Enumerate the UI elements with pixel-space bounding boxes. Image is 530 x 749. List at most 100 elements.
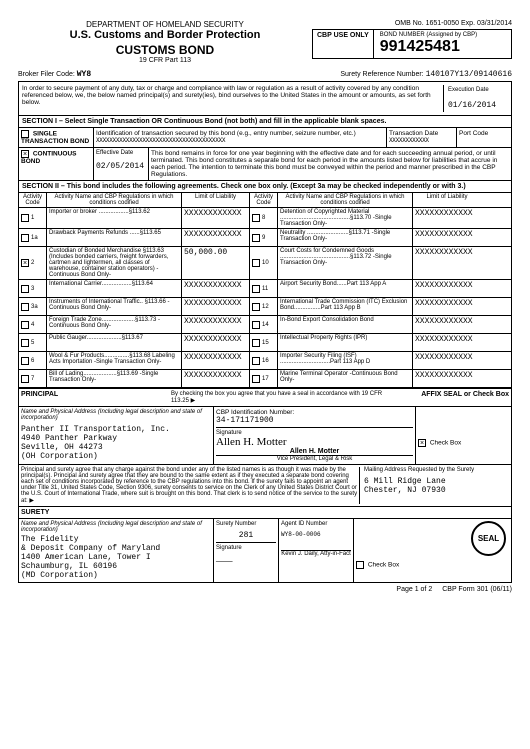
eff-date-label: Effective Date bbox=[96, 150, 146, 156]
checkbox-label: Check Box bbox=[430, 440, 461, 447]
exec-date-value: 01/16/2014 bbox=[448, 101, 504, 110]
activity-name: Foreign Trade Zone....................§1… bbox=[47, 316, 182, 333]
surety-number-label: Surety Number bbox=[216, 521, 276, 527]
activity-checkbox[interactable] bbox=[252, 285, 260, 293]
surety-name2: & Deposit Company of Maryland bbox=[21, 544, 211, 553]
principal-addr3: (OH Corporation) bbox=[21, 452, 211, 461]
activity-checkbox[interactable] bbox=[21, 357, 29, 365]
activity-name: Wool & Fur Products...............§113.6… bbox=[47, 352, 182, 369]
activity-checkbox[interactable] bbox=[252, 321, 260, 329]
surety-addr1: 1400 American Lane, Tower I bbox=[21, 553, 211, 562]
exec-date-label: Execution Date bbox=[448, 87, 504, 93]
form-number: CBP Form 301 (06/11) bbox=[442, 586, 512, 593]
principal-addr1: 4940 Panther Parkway bbox=[21, 434, 211, 443]
surety-ref-label: Surety Reference Number: bbox=[340, 71, 423, 78]
activity-checkbox[interactable] bbox=[252, 214, 260, 222]
activity-checkbox[interactable] bbox=[21, 321, 29, 329]
activity-row: 4Foreign Trade Zone....................§… bbox=[19, 316, 511, 334]
continuous-bond-label: CONTINUOUS BOND bbox=[21, 151, 77, 165]
activity-name: International Trade Commission (ITC) Exc… bbox=[278, 298, 413, 315]
activity-name: Intellectual Property Rights (IPR) bbox=[278, 334, 413, 351]
activity-limit: 50,000.00 bbox=[182, 247, 250, 279]
activity-checkbox[interactable]: × bbox=[21, 259, 29, 267]
bond-number-value: 991425481 bbox=[380, 38, 477, 56]
bond-number-box: CBP USE ONLY BOND NUMBER (Assigned by CB… bbox=[312, 29, 512, 59]
section2-header: SECTION II – This bond includes the foll… bbox=[18, 181, 512, 193]
agency-name: U.S. Customs and Border Protection bbox=[18, 29, 312, 41]
principal-label: PRINCIPAL bbox=[21, 391, 171, 404]
activity-checkbox[interactable] bbox=[252, 303, 260, 311]
activity-limit: XXXXXXXXXXXX bbox=[413, 280, 481, 297]
activity-name: International Carrier..................§… bbox=[47, 280, 182, 297]
col-limit: Limit of Liability bbox=[413, 193, 481, 207]
activity-checkbox[interactable] bbox=[252, 234, 260, 242]
continuous-bond-desc: This bond remains in force for one year … bbox=[149, 148, 511, 180]
activity-limit: XXXXXXXXXXXX bbox=[182, 298, 250, 315]
single-bond-checkbox[interactable] bbox=[21, 130, 29, 138]
activity-checkbox[interactable] bbox=[21, 285, 29, 293]
activity-checkbox[interactable] bbox=[252, 339, 260, 347]
principal-seal-checkbox[interactable]: × bbox=[418, 439, 426, 447]
activity-row: 6Wool & Fur Products...............§113.… bbox=[19, 352, 511, 370]
activity-limit: XXXXXXXXXXXX bbox=[182, 208, 250, 228]
continuous-bond-checkbox[interactable]: × bbox=[21, 150, 29, 158]
activity-limit: XXXXXXXXXXXX bbox=[413, 370, 481, 387]
activity-checkbox[interactable] bbox=[21, 303, 29, 311]
eff-date-value: 02/05/2014 bbox=[96, 162, 146, 171]
activity-name: Marine Terminal Operator -Continuous Bon… bbox=[278, 370, 413, 387]
activity-checkbox[interactable] bbox=[21, 234, 29, 242]
surety-ref-number: 140107Y13/09140616 bbox=[426, 70, 512, 79]
form-title: CUSTOMS BOND bbox=[18, 43, 312, 57]
surety-seal-checkbox[interactable] bbox=[356, 561, 364, 569]
surety-addr2: Schaumburg, IL 60196 bbox=[21, 562, 211, 571]
section1-header: SECTION I – Select Single Transaction OR… bbox=[18, 116, 512, 128]
footer: Page 1 of 2 CBP Form 301 (06/11) bbox=[18, 586, 512, 593]
dept-name: DEPARTMENT OF HOMELAND SECURITY bbox=[18, 20, 312, 29]
principal-name-label: Name and Physical Address (Including leg… bbox=[21, 409, 211, 421]
activity-name: Bill of Lading....................§113.6… bbox=[47, 370, 182, 387]
activity-checkbox[interactable] bbox=[21, 214, 29, 222]
port-code-label: Port Code bbox=[459, 130, 509, 137]
activity-limit: XXXXXXXXXXXX bbox=[413, 316, 481, 333]
surety-body: Name and Physical Address (Including leg… bbox=[18, 519, 512, 583]
activity-name: Custodian of Bonded Merchandise §113.63 … bbox=[47, 247, 182, 279]
activity-checkbox[interactable] bbox=[21, 375, 29, 383]
surety-sig-name: Kevin J. Daily, Atty-in-Fact bbox=[281, 550, 351, 557]
surety-sig-label: Signature bbox=[216, 542, 276, 551]
principal-body: Name and Physical Address (Including leg… bbox=[18, 407, 512, 465]
cbp-id-value: 34-171171900 bbox=[216, 416, 413, 425]
activity-name: Neutrality .........................§113… bbox=[278, 229, 413, 246]
principal-name: Panther II Transportation, Inc. bbox=[21, 425, 211, 434]
activity-limit: XXXXXXXXXXXX bbox=[182, 280, 250, 297]
principal-header: PRINCIPAL By checking the box you agree … bbox=[18, 389, 512, 407]
surety-name1: The Fidelity bbox=[21, 535, 211, 544]
activity-limit: XXXXXXXXXXXX bbox=[413, 229, 481, 246]
activity-limit: XXXXXXXXXXXX bbox=[413, 334, 481, 351]
cfr-ref: 19 CFR Part 113 bbox=[18, 57, 312, 64]
seal-icon: SEAL bbox=[471, 521, 506, 556]
activity-checkbox[interactable] bbox=[252, 259, 260, 267]
activity-row: 3International Carrier..................… bbox=[19, 280, 511, 298]
cbp-id-label: CBP Identification Number: bbox=[216, 409, 294, 416]
activity-limit: XXXXXXXXXXXX bbox=[413, 352, 481, 369]
activity-name: Detention of Copyrighted Material ......… bbox=[278, 208, 413, 228]
single-bond-desc: Identification of transaction secured by… bbox=[96, 130, 384, 137]
intro-text: In order to secure payment of any duty, … bbox=[22, 85, 443, 112]
fine-print-text: Principal and surety agree that any char… bbox=[21, 467, 359, 504]
activity-checkbox[interactable] bbox=[252, 357, 260, 365]
activity-limit: XXXXXXXXXXXX bbox=[182, 334, 250, 351]
activity-name: Airport Security Bond......Part 113 App … bbox=[278, 280, 413, 297]
col-activity-name: Activity Name and CBP Regulations in whi… bbox=[47, 193, 182, 207]
cbp-use-only: CBP USE ONLY bbox=[313, 30, 374, 58]
activity-limit: XXXXXXXXXXXX bbox=[182, 316, 250, 333]
activity-limit: XXXXXXXXXXXX bbox=[413, 208, 481, 228]
activity-limit: XXXXXXXXXXXX bbox=[182, 370, 250, 387]
placeholder-x: XXXXXXXXXXXXXXXXXXXXXXXXXXXXXXXXXXXXXXX bbox=[96, 137, 384, 144]
omb-number: OMB No. 1651-0050 Exp. 03/31/2014 bbox=[312, 20, 512, 27]
activity-checkbox[interactable] bbox=[21, 339, 29, 347]
surety-number-value: 281 bbox=[216, 531, 276, 540]
sig-title: Vice President, Legal & Risk bbox=[216, 455, 413, 462]
activity-name: In-Bond Export Consolidation Bond bbox=[278, 316, 413, 333]
activity-checkbox[interactable] bbox=[252, 375, 260, 383]
mail-addr1: 6 Mill Ridge Lane bbox=[364, 477, 509, 486]
